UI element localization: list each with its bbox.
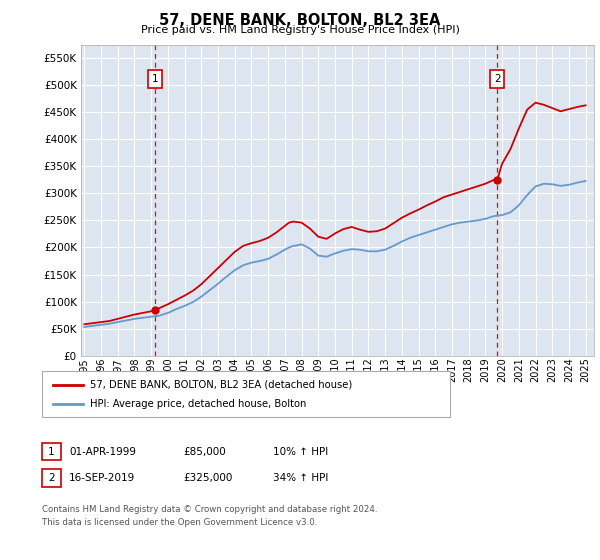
Text: 16-SEP-2019: 16-SEP-2019 [69, 473, 135, 483]
Text: 57, DENE BANK, BOLTON, BL2 3EA: 57, DENE BANK, BOLTON, BL2 3EA [160, 13, 440, 29]
Text: 2: 2 [494, 74, 500, 84]
Text: 2: 2 [48, 473, 55, 483]
Text: 1: 1 [152, 74, 158, 84]
Text: Price paid vs. HM Land Registry's House Price Index (HPI): Price paid vs. HM Land Registry's House … [140, 25, 460, 35]
Text: 10% ↑ HPI: 10% ↑ HPI [273, 447, 328, 457]
Text: HPI: Average price, detached house, Bolton: HPI: Average price, detached house, Bolt… [90, 399, 307, 409]
Text: 01-APR-1999: 01-APR-1999 [69, 447, 136, 457]
Text: 57, DENE BANK, BOLTON, BL2 3EA (detached house): 57, DENE BANK, BOLTON, BL2 3EA (detached… [90, 380, 352, 390]
Text: Contains HM Land Registry data © Crown copyright and database right 2024.
This d: Contains HM Land Registry data © Crown c… [42, 505, 377, 526]
Text: 34% ↑ HPI: 34% ↑ HPI [273, 473, 328, 483]
Text: £85,000: £85,000 [183, 447, 226, 457]
Text: 1: 1 [48, 447, 55, 456]
Text: £325,000: £325,000 [183, 473, 232, 483]
